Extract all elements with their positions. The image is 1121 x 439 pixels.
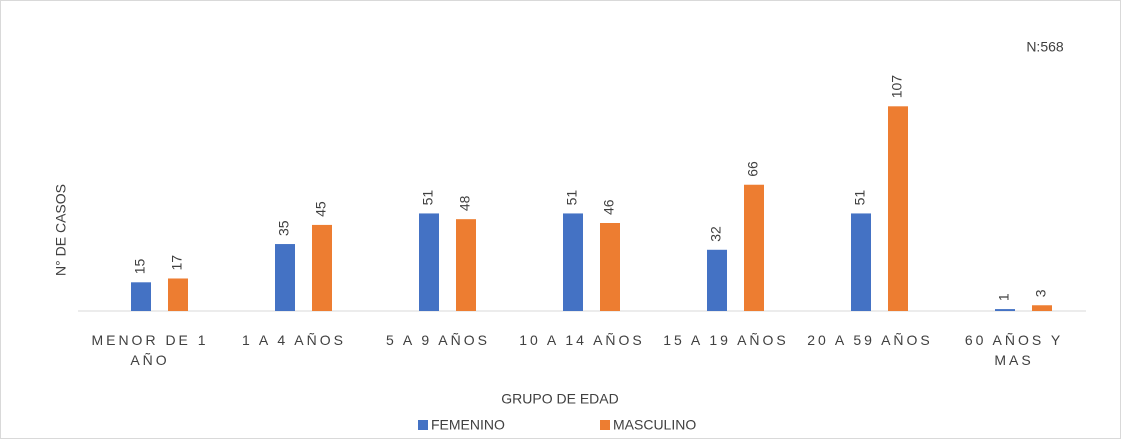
data-label: 51 — [852, 190, 868, 206]
data-label: 35 — [276, 220, 292, 236]
bar — [419, 213, 439, 311]
data-label: 107 — [889, 75, 905, 99]
bar — [563, 213, 583, 311]
legend-swatch — [600, 420, 610, 430]
data-label: 17 — [169, 255, 185, 271]
bar — [1032, 305, 1052, 311]
x-tick-label: 1 A 4 AÑOS — [242, 332, 346, 348]
bar — [275, 244, 295, 311]
data-label: 51 — [564, 190, 580, 206]
bar — [744, 184, 764, 311]
data-label: 48 — [457, 195, 473, 211]
data-label: 15 — [132, 259, 148, 275]
bar — [312, 224, 332, 311]
x-tick-label: 60 AÑOS Y MAS — [964, 332, 1064, 368]
data-label: 66 — [745, 161, 761, 177]
bar — [707, 249, 727, 311]
x-tick-label: MENOR DE 1 AÑO — [91, 332, 209, 368]
annotation: N:568 — [1026, 39, 1064, 55]
bar — [131, 282, 151, 311]
x-tick-label: 15 A 19 AÑOS — [663, 332, 789, 348]
bar — [600, 223, 620, 311]
x-tick-label: 20 A 59 AÑOS — [807, 332, 933, 348]
bar — [168, 278, 188, 311]
bar — [851, 213, 871, 311]
bar — [456, 219, 476, 311]
legend-label: FEMENINO — [431, 417, 505, 433]
x-axis-title: GRUPO DE EDAD — [501, 391, 618, 407]
legend-swatch — [418, 420, 428, 430]
bar — [995, 309, 1015, 311]
x-tick-label: 10 A 14 AÑOS — [519, 332, 645, 348]
bar — [888, 106, 908, 311]
data-label: 46 — [601, 199, 617, 215]
data-label: 3 — [1033, 289, 1049, 297]
data-label: 51 — [420, 190, 436, 206]
y-axis-title: N° DE CASOS — [53, 184, 69, 276]
data-label: 45 — [313, 201, 329, 217]
data-label: 1 — [996, 293, 1012, 301]
data-label: 32 — [708, 226, 724, 242]
x-tick-label: 5 A 9 AÑOS — [386, 332, 490, 348]
legend-label: MASCULINO — [613, 417, 696, 433]
